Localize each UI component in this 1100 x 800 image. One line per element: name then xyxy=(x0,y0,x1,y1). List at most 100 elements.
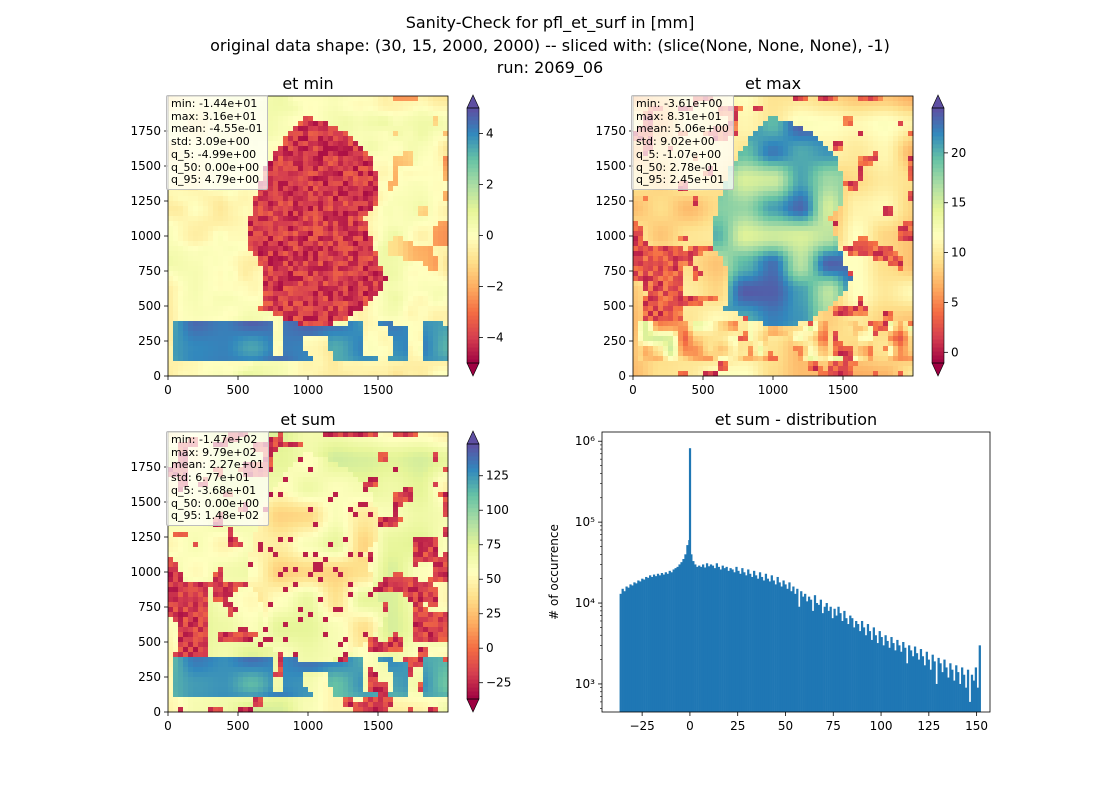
heatmap-cell xyxy=(323,106,329,112)
heatmap-cell xyxy=(238,291,244,297)
heatmap-cell xyxy=(383,256,389,262)
heatmap-cell xyxy=(373,106,379,112)
heatmap-cell xyxy=(223,206,229,212)
x-tick-label: 1500 xyxy=(363,383,394,397)
heatmap-cell xyxy=(223,226,229,232)
heatmap-cell xyxy=(423,101,429,107)
heatmap-cell xyxy=(228,301,234,307)
heatmap-cell xyxy=(188,206,194,212)
heatmap-cell xyxy=(858,196,864,202)
heatmap-cell xyxy=(358,141,364,147)
heatmap-cell xyxy=(338,176,344,182)
heatmap-cell xyxy=(248,371,254,377)
heatmap-cell xyxy=(693,251,699,257)
heatmap-cell xyxy=(253,236,259,242)
heatmap-cell xyxy=(308,346,314,352)
heatmap-cell xyxy=(318,226,324,232)
heatmap-cell xyxy=(213,341,219,347)
heatmap-cell xyxy=(328,271,334,277)
heatmap-cell xyxy=(348,246,354,252)
heatmap-cell xyxy=(368,146,374,152)
heatmap-cell xyxy=(838,121,844,127)
heatmap-cell xyxy=(348,346,354,352)
heatmap-cell xyxy=(383,286,389,292)
heatmap-cell xyxy=(908,211,914,217)
heatmap-cell xyxy=(393,341,399,347)
heatmap-cell xyxy=(333,181,339,187)
heatmap-cell xyxy=(703,211,709,217)
heatmap-cell xyxy=(333,161,339,167)
heatmap-cell xyxy=(813,221,819,227)
heatmap-cell xyxy=(283,131,289,137)
heatmap-cell xyxy=(443,106,449,112)
heatmap-cell xyxy=(403,96,409,102)
heatmap-cell xyxy=(183,221,189,227)
heatmap-cell xyxy=(403,271,409,277)
heatmap-cell xyxy=(318,191,324,197)
heatmap-cell xyxy=(263,301,269,307)
heatmap-cell xyxy=(203,286,209,292)
heatmap-cell xyxy=(328,131,334,137)
heatmap-cell xyxy=(238,271,244,277)
heatmap-cell xyxy=(393,256,399,262)
heatmap-cell xyxy=(753,126,759,132)
heatmap-cell xyxy=(203,231,209,237)
heatmap-cell xyxy=(298,351,304,357)
heatmap-cell xyxy=(843,151,849,157)
heatmap-cell xyxy=(878,131,884,137)
heatmap-cell xyxy=(318,361,324,367)
heatmap-cell xyxy=(338,286,344,292)
heatmap-cell xyxy=(198,236,204,242)
heatmap-cell xyxy=(318,271,324,277)
heatmap-cell xyxy=(418,146,424,152)
heatmap-cell xyxy=(798,101,804,107)
heatmap-cell xyxy=(373,121,379,127)
heatmap-cell xyxy=(208,236,214,242)
colorbar-segment xyxy=(467,211,479,217)
heatmap-cell xyxy=(203,281,209,287)
heatmap-cell xyxy=(433,96,439,102)
heatmap-cell xyxy=(738,191,744,197)
heatmap-cell xyxy=(733,211,739,217)
heatmap-cell xyxy=(273,291,279,297)
heatmap-cell xyxy=(353,191,359,197)
heatmap-cell xyxy=(298,286,304,292)
heatmap-cell xyxy=(363,186,369,192)
heatmap-cell xyxy=(748,131,754,137)
heatmap-cell xyxy=(753,236,759,242)
heatmap-cell xyxy=(778,151,784,157)
heatmap-cell xyxy=(258,256,264,262)
heatmap-cell xyxy=(788,226,794,232)
heatmap-cell xyxy=(258,246,264,252)
heatmap-cell xyxy=(773,236,779,242)
heatmap-cell xyxy=(313,186,319,192)
heatmap-cell xyxy=(203,316,209,322)
heatmap-cell xyxy=(443,316,449,322)
heatmap-cell xyxy=(288,141,294,147)
heatmap-cell xyxy=(183,201,189,207)
heatmap-cell xyxy=(798,206,804,212)
heatmap-cell xyxy=(808,126,814,132)
heatmap-cell xyxy=(423,246,429,252)
heatmap-cell xyxy=(368,186,374,192)
heatmap-cell xyxy=(288,301,294,307)
heatmap-cell xyxy=(763,121,769,127)
heatmap-cell xyxy=(173,321,179,327)
heatmap-cell xyxy=(908,131,914,137)
heatmap-cell xyxy=(318,201,324,207)
heatmap-cell xyxy=(243,371,249,377)
heatmap-cell xyxy=(823,111,829,117)
heatmap-cell xyxy=(843,236,849,242)
heatmap-cell xyxy=(313,276,319,282)
heatmap-cell xyxy=(883,161,889,167)
heatmap-cell xyxy=(438,176,444,182)
heatmap-cell xyxy=(433,106,439,112)
heatmap-cell xyxy=(228,241,234,247)
heatmap-cell xyxy=(288,231,294,237)
heatmap-cell xyxy=(423,281,429,287)
heatmap-cell xyxy=(638,221,644,227)
heatmap-cell xyxy=(263,256,269,262)
heatmap-cell xyxy=(308,341,314,347)
heatmap-cell xyxy=(738,151,744,157)
heatmap-cell xyxy=(818,116,824,122)
